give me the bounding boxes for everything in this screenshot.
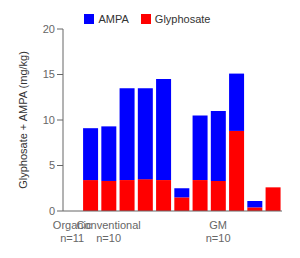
svg-text:10: 10 (43, 114, 55, 126)
svg-text:Glyphosate + AMPA (mg/kg): Glyphosate + AMPA (mg/kg) (17, 51, 29, 189)
svg-text:0: 0 (49, 205, 55, 217)
svg-text:20: 20 (43, 23, 55, 35)
svg-text:5: 5 (49, 159, 55, 171)
svg-text:Conventionaln=10: Conventionaln=10 (77, 219, 141, 244)
svg-text:GMn=10: GMn=10 (206, 219, 231, 244)
svg-text:15: 15 (43, 68, 55, 80)
